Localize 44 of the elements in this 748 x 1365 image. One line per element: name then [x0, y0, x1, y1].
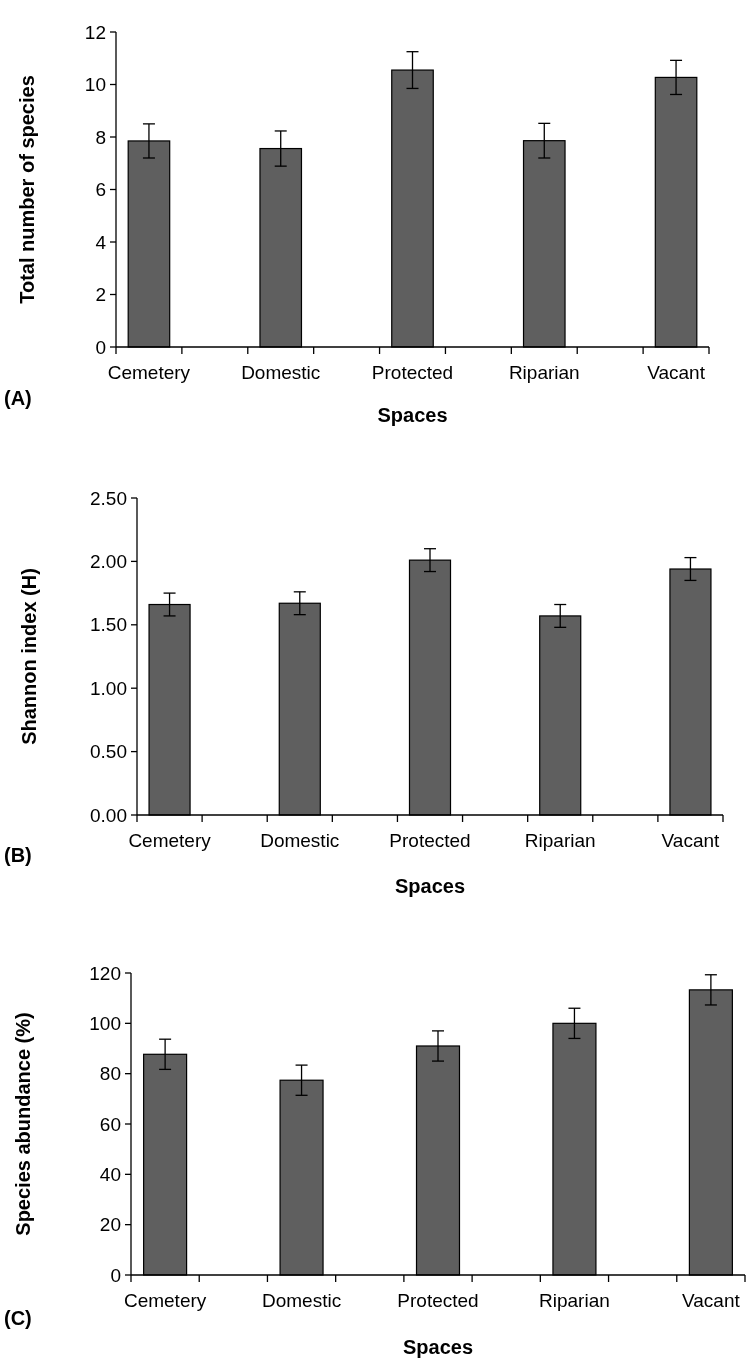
y-tick-label: 4: [95, 231, 107, 253]
x-tick-label: Riparian: [508, 362, 580, 383]
y-tick-label: 60: [99, 1113, 121, 1135]
y-tick-label: 2.50: [90, 487, 127, 509]
y-tick-label: 0.50: [90, 741, 127, 763]
y-tick-label: 10: [84, 74, 106, 96]
text: (C): [4, 1307, 32, 1329]
y-tick-label: 20: [99, 1214, 121, 1236]
x-tick-label: Protected: [397, 1290, 479, 1311]
y-axis-title: Shannon index (H): [18, 568, 40, 745]
y-tick-label: 0.00: [90, 804, 127, 826]
y-tick-label: 80: [99, 1063, 121, 1085]
x-tick-label: Riparian: [524, 830, 596, 851]
x-tick-label: Domestic: [260, 830, 340, 851]
x-tick-label: Vacant: [661, 830, 721, 851]
x-tick-label: Cemetery: [128, 830, 212, 851]
y-tick-label: 8: [95, 126, 106, 148]
y-tick-label: 100: [89, 1012, 121, 1034]
y-tick-label: 40: [99, 1163, 121, 1185]
y-tick-label: 120: [89, 962, 121, 984]
y-tick-label: 12: [84, 21, 106, 43]
text: (B): [4, 844, 32, 866]
x-axis-title: Spaces: [394, 875, 466, 897]
y-tick-label: 0: [95, 336, 106, 358]
x-tick-label: Protected: [389, 830, 471, 851]
x-tick-label: Domestic: [241, 362, 321, 383]
y-tick-label: 2: [95, 284, 106, 306]
y-axis-title: Total number of species: [16, 75, 38, 304]
x-tick-label: Riparian: [539, 1290, 610, 1311]
y-tick-label: 0: [110, 1264, 121, 1286]
x-axis-title: Spaces: [377, 404, 448, 426]
y-tick-label: 6: [95, 179, 106, 201]
y-axis-title: Species abundance (%): [12, 1012, 34, 1236]
x-tick-label: Cemetery: [123, 1290, 207, 1311]
x-tick-label: Vacant: [682, 1290, 741, 1311]
y-tick-label: 2.00: [90, 551, 127, 573]
y-tick-label: 1.00: [90, 677, 127, 699]
x-tick-label: Domestic: [261, 1290, 342, 1311]
x-tick-label: Protected: [371, 362, 454, 383]
x-tick-label: Cemetery: [107, 362, 191, 383]
x-tick-label: Vacant: [647, 362, 706, 383]
text: (A): [4, 387, 32, 409]
x-axis-title: Spaces: [402, 1336, 474, 1358]
y-tick-label: 1.50: [90, 614, 127, 636]
